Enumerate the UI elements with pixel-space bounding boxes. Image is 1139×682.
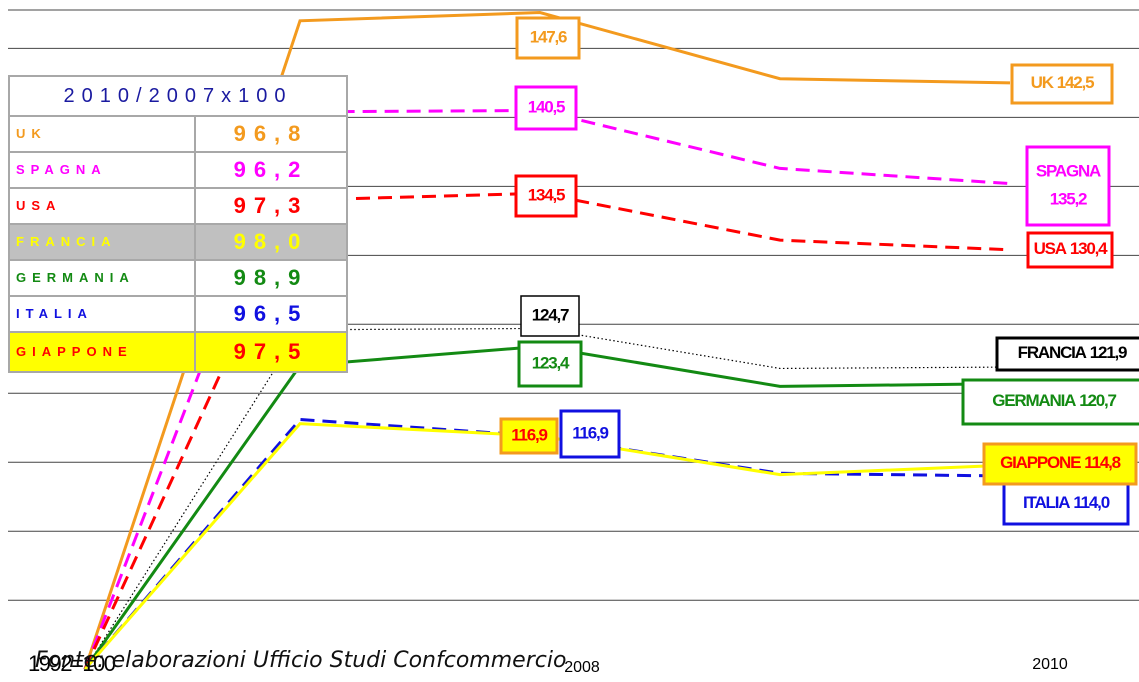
- row-label: UK: [10, 117, 196, 151]
- table-row: USA 97,3: [10, 189, 346, 225]
- label-box: [1010, 63, 1114, 105]
- data-label: 134,5: [528, 185, 565, 204]
- series-line: [83, 422, 1011, 671]
- table-row: GERMANIA 98,9: [10, 261, 346, 297]
- label-box: [1002, 482, 1130, 526]
- data-label-group: GERMANIA 120,7: [992, 391, 1116, 410]
- row-label: USA: [10, 189, 196, 223]
- label-box: [982, 442, 1138, 486]
- data-label: 147,6: [530, 27, 567, 46]
- source: Fonte: elaborazioni Ufficio Studi Confco…: [35, 648, 567, 673]
- row-value: 97,5: [233, 339, 309, 364]
- data-label: 140,5: [528, 97, 565, 116]
- label-box: [520, 295, 580, 337]
- data-label-group: UK 142,5: [1031, 73, 1094, 92]
- row-value: 96,8: [233, 121, 309, 146]
- label-box: [1025, 145, 1111, 227]
- data-label-group: ITALIA 114,0: [1023, 493, 1110, 512]
- data-label: 120,7: [1079, 391, 1116, 410]
- row-value: 98,9: [233, 265, 309, 290]
- table-row: SPAGNA 96,2: [10, 153, 346, 189]
- label-box: [559, 409, 621, 459]
- table-row: FRANCIA 98,0: [10, 225, 346, 261]
- data-label-group: USA 130,4: [1034, 239, 1109, 258]
- series-line: [83, 344, 1011, 671]
- data-label-group: FRANCIA 121,9: [1018, 343, 1127, 362]
- row-label: SPAGNA: [10, 153, 196, 187]
- legend-label: SPAGNA: [1036, 161, 1101, 180]
- legend-label: UK: [1031, 73, 1055, 92]
- label-box: [995, 336, 1139, 372]
- legend-label: USA: [1034, 239, 1067, 258]
- data-label: 124,7: [532, 305, 569, 324]
- data-label: 135,2: [1050, 189, 1087, 208]
- table-row: GIAPPONE 97,5: [10, 333, 346, 371]
- row-value: 96,5: [233, 301, 309, 326]
- label-box: [517, 340, 583, 388]
- table-row: ITALIA 96,5: [10, 297, 346, 333]
- row-value: 96,2: [233, 157, 309, 182]
- label-box: [961, 378, 1139, 426]
- legend-label: FRANCIA: [1018, 343, 1087, 362]
- label-box: [514, 85, 578, 131]
- label-box: [1026, 231, 1114, 269]
- row-value: 98,0: [233, 229, 309, 254]
- legend-label: ITALIA: [1023, 493, 1070, 512]
- x-tick-label: 2010: [1032, 656, 1068, 673]
- label-box: [514, 174, 578, 218]
- label-box: [499, 417, 559, 455]
- table-title: 2010/2007x100: [10, 77, 346, 117]
- series-line: [83, 417, 1011, 671]
- data-label: 142,5: [1057, 73, 1094, 92]
- summary-table: 2010/2007x100 UK 96,8 SPAGNA 96,2 USA 97,3 FRA…: [8, 75, 348, 373]
- x-tick-label: 1992=100: [28, 651, 116, 676]
- legend-label: GERMANIA: [992, 391, 1076, 410]
- row-label: GERMANIA: [10, 261, 196, 295]
- data-label-group: GIAPPONE 114,8: [1000, 453, 1120, 472]
- row-label: ITALIA: [10, 297, 196, 331]
- x-tick-label: 2008: [564, 659, 600, 676]
- data-label: 116,9: [511, 425, 547, 444]
- row-label: FRANCIA: [10, 225, 196, 259]
- data-label: 130,4: [1070, 239, 1108, 258]
- data-label: 114,8: [1084, 453, 1120, 472]
- row-label: GIAPPONE: [10, 333, 196, 371]
- table-row: UK 96,8: [10, 117, 346, 153]
- row-value: 97,3: [233, 193, 309, 218]
- label-box: [515, 16, 581, 60]
- data-label: 116,9: [572, 423, 608, 442]
- data-label: 121,9: [1090, 343, 1127, 362]
- data-label: 114,0: [1073, 493, 1109, 512]
- legend-label: GIAPPONE: [1000, 453, 1081, 472]
- labels: 1992=100 2008 2010 147,6 UK 142,5 140,5 SPAGNA 1…: [28, 16, 1139, 676]
- data-label: 123,4: [532, 353, 570, 372]
